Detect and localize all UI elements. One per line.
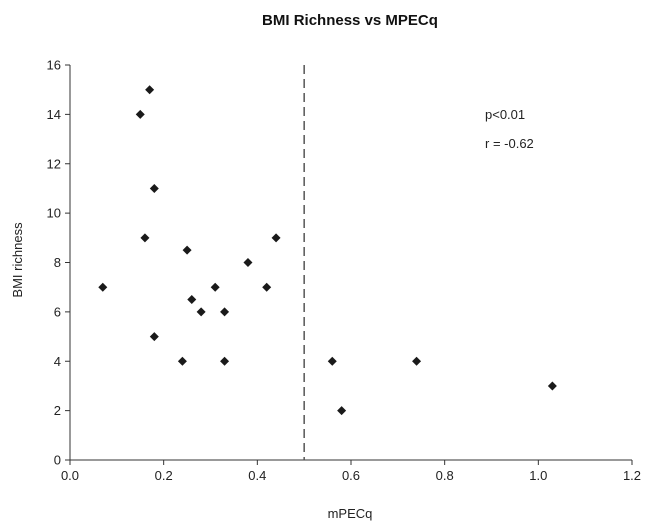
data-point: [177, 356, 187, 366]
y-tick-label: 2: [54, 403, 61, 418]
data-point: [149, 183, 159, 193]
annotation-r-value: r = -0.62: [485, 136, 534, 151]
axes: 0.0 0.2 0.4 0.6 0.8 1.0 1.2 0 2 4 6 8 10 12 14 16: [47, 58, 642, 484]
x-tick-label: 0.6: [342, 468, 360, 483]
data-point: [182, 245, 192, 255]
y-tick-label: 4: [54, 354, 61, 369]
y-tick-label: 8: [54, 255, 61, 270]
data-point: [196, 307, 206, 317]
y-tick-label: 6: [54, 304, 61, 319]
y-tick-label: 14: [47, 107, 61, 122]
y-tick-label: 10: [47, 206, 61, 221]
x-axis-label: mPECq: [328, 506, 373, 521]
data-point: [337, 406, 347, 416]
data-point: [98, 282, 108, 292]
data-point: [149, 332, 159, 342]
data-point: [220, 356, 230, 366]
data-point: [327, 356, 337, 366]
x-tick-label: 1.2: [623, 468, 641, 483]
x-tick-label: 0.4: [248, 468, 266, 483]
data-point: [210, 282, 220, 292]
x-tick-label: 1.0: [529, 468, 547, 483]
data-point: [135, 109, 145, 119]
data-point: [187, 295, 197, 305]
y-axis-label: BMI richness: [10, 222, 25, 298]
y-tick-label: 0: [54, 453, 61, 468]
data-point: [145, 85, 155, 95]
x-tick-label: 0.0: [61, 468, 79, 483]
chart-title: BMI Richness vs MPECq: [262, 12, 438, 29]
data-point: [220, 307, 230, 317]
data-point: [243, 258, 253, 267]
y-tick-label: 16: [47, 58, 61, 73]
data-point: [140, 233, 150, 243]
annotation-p-value: p<0.01: [485, 107, 525, 122]
y-tick-label: 12: [47, 156, 61, 171]
x-tick-label: 0.2: [155, 468, 173, 483]
x-tick-label: 0.8: [436, 468, 454, 483]
data-point: [271, 233, 281, 243]
points-group: [98, 85, 557, 416]
data-point: [547, 381, 557, 391]
data-point: [412, 356, 422, 366]
data-point: [262, 282, 272, 292]
